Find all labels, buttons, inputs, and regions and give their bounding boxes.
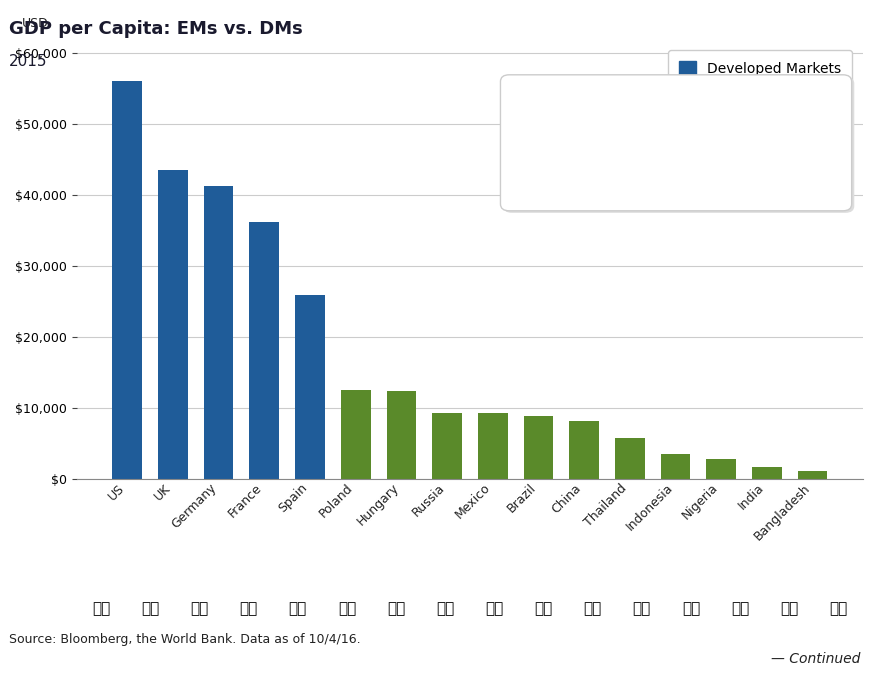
Bar bbox=[295, 295, 324, 479]
Text: USD: USD bbox=[22, 17, 48, 30]
Bar bbox=[705, 459, 735, 479]
Bar bbox=[751, 467, 781, 479]
Text: 🇹🇭: 🇹🇭 bbox=[632, 601, 650, 616]
Text: 🇪🇸: 🇪🇸 bbox=[289, 601, 307, 616]
Bar bbox=[796, 471, 826, 479]
Text: 🇷🇺: 🇷🇺 bbox=[436, 601, 454, 616]
Bar bbox=[158, 170, 188, 479]
Text: 🇮🇳: 🇮🇳 bbox=[780, 601, 797, 616]
Bar bbox=[614, 438, 644, 479]
Bar bbox=[112, 81, 142, 479]
Bar bbox=[523, 416, 553, 479]
Text: 🇭🇺: 🇭🇺 bbox=[387, 601, 405, 616]
Text: 🇩🇪: 🇩🇪 bbox=[190, 601, 209, 616]
Text: 2015: 2015 bbox=[9, 54, 47, 69]
Legend: Developed Markets, Emerging Markets: Developed Markets, Emerging Markets bbox=[667, 50, 852, 110]
Text: GDP per Capita: EMs vs. DMs: GDP per Capita: EMs vs. DMs bbox=[9, 20, 303, 38]
Text: 🇲🇽: 🇲🇽 bbox=[485, 601, 503, 616]
Text: 🇧🇷: 🇧🇷 bbox=[534, 601, 552, 616]
Bar bbox=[431, 413, 461, 479]
Bar bbox=[203, 186, 233, 479]
Bar bbox=[340, 390, 370, 479]
Text: 🇺🇸: 🇺🇸 bbox=[92, 601, 111, 616]
Text: 🇨🇳: 🇨🇳 bbox=[583, 601, 601, 616]
Bar bbox=[386, 391, 416, 479]
Text: 🇬🇧: 🇬🇧 bbox=[141, 601, 160, 616]
Text: Source: Bloomberg, the World Bank. Data as of 10/4/16.: Source: Bloomberg, the World Bank. Data … bbox=[9, 633, 360, 646]
Text: — Continued: — Continued bbox=[770, 652, 859, 666]
Bar bbox=[568, 421, 598, 479]
Text: 🇳🇬: 🇳🇬 bbox=[731, 601, 748, 616]
Bar bbox=[660, 454, 689, 479]
Text: 🇧🇩: 🇧🇩 bbox=[829, 601, 846, 616]
Text: 🇫🇷: 🇫🇷 bbox=[239, 601, 258, 616]
Bar bbox=[477, 413, 507, 479]
Text: 🇮🇩: 🇮🇩 bbox=[681, 601, 699, 616]
Bar bbox=[249, 222, 279, 479]
Text: 🇵🇱: 🇵🇱 bbox=[338, 601, 356, 616]
